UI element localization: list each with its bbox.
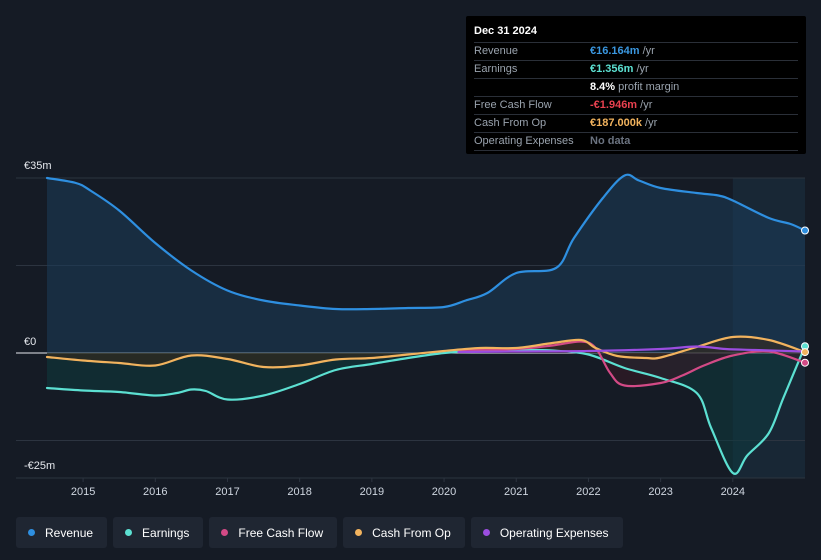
- tooltip-row-label: Free Cash Flow: [474, 99, 552, 111]
- tooltip-row-label: Revenue: [474, 45, 519, 57]
- x-tick-label: 2020: [432, 486, 456, 498]
- tooltip-row-label: Operating Expenses: [474, 135, 574, 147]
- tooltip-row-value: €1.356m /yr: [590, 63, 649, 75]
- end-markers: [801, 226, 809, 367]
- y-tick-label: €35m: [24, 160, 52, 172]
- legend-label: Earnings: [142, 525, 190, 540]
- end-marker-free-cash-flow: [801, 358, 809, 367]
- legend-item-revenue[interactable]: Revenue: [16, 517, 108, 548]
- tooltip-row-value: €187.000k /yr: [590, 117, 658, 129]
- line-operating-expenses: [457, 345, 807, 354]
- tooltip-row: Operating Expenses No data: [474, 132, 798, 151]
- tooltip-panel: Dec 31 2024 Revenue €16.164m /yr Earnings €…: [466, 16, 806, 154]
- legend-item-operating-expenses[interactable]: Operating Expenses: [470, 517, 623, 548]
- tooltip-row-label: Earnings: [474, 63, 518, 75]
- legend-label: Cash From Op: [372, 525, 451, 540]
- tooltip-row-value: No data: [590, 135, 631, 147]
- x-tick-label: 2015: [71, 486, 95, 498]
- line-free-cash-flow: [457, 340, 807, 388]
- x-tick-label: 2022: [576, 486, 600, 498]
- x-tick-label: 2024: [721, 486, 745, 498]
- legend-dot-icon: [125, 529, 133, 536]
- line-revenue: [45, 173, 807, 311]
- tooltip-row: Free Cash Flow -€1.946m /yr: [474, 96, 798, 114]
- tooltip-row-label: [474, 79, 590, 96]
- x-tick-label: 2018: [287, 486, 311, 498]
- legend-item-free-cash-flow[interactable]: Free Cash Flow: [209, 517, 338, 548]
- tooltip-row-label: Cash From Op: [474, 117, 547, 129]
- end-marker-revenue: [801, 226, 809, 235]
- line-cash-from-op: [45, 335, 807, 369]
- legend-label: Revenue: [45, 525, 94, 540]
- end-marker-cash-from-op: [801, 348, 809, 357]
- legend-item-cash-from-op[interactable]: Cash From Op: [343, 517, 465, 548]
- tooltip-row-value: -€1.946m /yr: [590, 99, 653, 111]
- series-areas: [47, 174, 805, 474]
- series-lines: [45, 173, 807, 475]
- legend-dot-icon: [482, 529, 490, 536]
- x-tick-label: 2023: [648, 486, 672, 498]
- legend-label: Operating Expenses: [499, 525, 609, 540]
- line-earnings: [45, 345, 807, 475]
- y-tick-label: -€25m: [24, 460, 55, 472]
- tooltip-row: Cash From Op €187.000k /yr: [474, 114, 798, 132]
- legend-item-earnings[interactable]: Earnings: [113, 517, 204, 548]
- legend-dot-icon: [355, 529, 363, 536]
- area-earnings: [47, 346, 805, 474]
- legend: Revenue Earnings Free Cash Flow Cash From O…: [16, 517, 623, 548]
- x-tick-label: 2016: [143, 486, 167, 498]
- y-tick-label: €0: [24, 336, 36, 348]
- tooltip-row: Earnings €1.356m /yr: [474, 60, 798, 78]
- x-tick-label: 2019: [360, 486, 384, 498]
- legend-label: Free Cash Flow: [238, 525, 324, 540]
- area-revenue: [47, 174, 805, 353]
- axis-ticks: €35m €0 -€25m 2015 2016 2017 2018 2019 2020 2021 2…: [24, 160, 745, 498]
- area-cash-from-op: [47, 336, 805, 368]
- legend-dot-icon: [221, 529, 229, 536]
- tooltip-row-value: 8.4% profit margin: [590, 81, 680, 93]
- tooltip-row: 8.4% profit margin: [474, 78, 798, 96]
- tooltip-row-value: €16.164m /yr: [590, 45, 655, 57]
- x-tick-label: 2021: [504, 486, 528, 498]
- legend-dot-icon: [28, 529, 35, 536]
- x-tick-label: 2017: [215, 486, 239, 498]
- tooltip-date: Dec 31 2024: [474, 25, 537, 37]
- tooltip-row: Revenue €16.164m /yr: [474, 42, 798, 60]
